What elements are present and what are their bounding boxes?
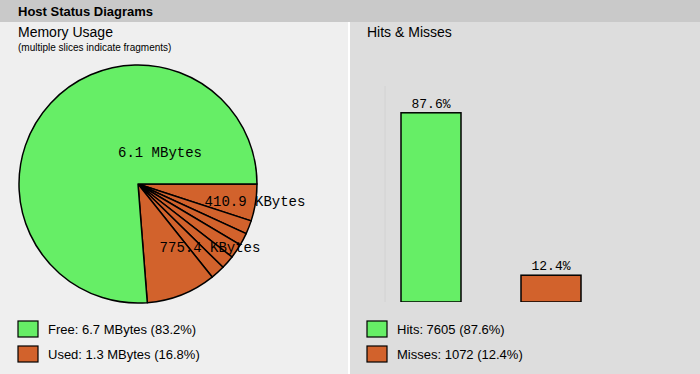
chart-title: Memory Usage: [18, 24, 113, 40]
chart-subtitle: (multiple slices indicate fragments): [18, 42, 171, 53]
legend-swatch: [367, 321, 387, 337]
data-label: 775.4 KBytes: [160, 240, 261, 256]
legend-swatch: [18, 321, 38, 337]
header-title: Host Status Diagrams: [18, 4, 153, 19]
pie-slice: [19, 65, 257, 303]
legend-swatch: [18, 346, 38, 362]
data-label: 87.6%: [411, 97, 450, 112]
bar: [401, 113, 461, 302]
pie-labels: 410.9 KBytes 775.4 KBytes 6.1 MBytes: [118, 145, 305, 256]
legend: Free: 6.7 MBytes (83.2%) Used: 1.3 MBytes…: [18, 321, 200, 362]
legend-label: Free: 6.7 MBytes (83.2%): [48, 322, 196, 337]
data-label: 12.4%: [531, 259, 570, 274]
legend-label: Used: 1.3 MBytes (16.8%): [48, 347, 200, 362]
legend-label: Misses: 1072 (12.4%): [397, 347, 523, 362]
legend-label: Hits: 7605 (87.6%): [397, 322, 505, 337]
y-axis-line: [385, 86, 386, 302]
background: [0, 0, 700, 374]
root: Host Status Diagrams Memory Usage (multipl…: [0, 0, 700, 374]
legend: Hits: 7605 (87.6%) Misses: 1072 (12.4%): [367, 321, 523, 362]
bar-labels: 87.6% 12.4%: [411, 97, 570, 274]
legend-swatch: [367, 346, 387, 362]
chart-title: Hits & Misses: [367, 24, 452, 40]
canvas: Host Status Diagrams Memory Usage (multipl…: [0, 0, 700, 374]
bar: [521, 275, 581, 302]
header-bar: [0, 0, 700, 22]
data-label: 410.9 KBytes: [205, 194, 306, 210]
left-panel: [0, 22, 348, 374]
bars: [401, 113, 581, 302]
pie: [19, 65, 257, 303]
right-panel: [350, 22, 700, 374]
data-label: 6.1 MBytes: [118, 145, 202, 161]
